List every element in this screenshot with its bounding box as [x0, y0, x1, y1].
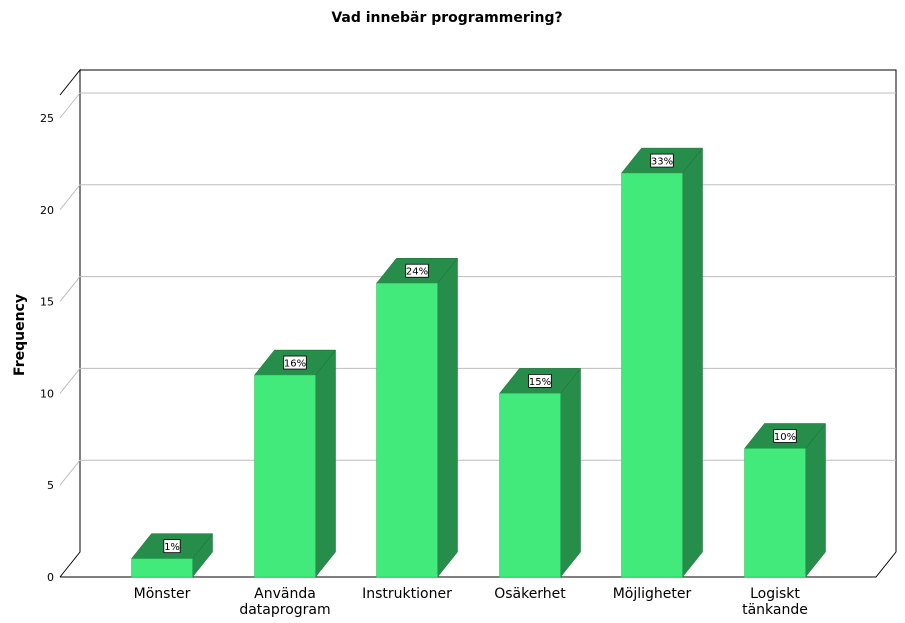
data-label-box — [405, 263, 429, 278]
bar-side — [560, 367, 581, 578]
y-tick-label: 20 — [40, 204, 54, 217]
chart-title: Vad innebär programmering? — [331, 10, 562, 26]
bar-side — [437, 257, 458, 578]
x-tick-label: Instruktioner — [362, 586, 452, 602]
gridline-depth — [59, 368, 81, 394]
bars: 1% 16% 24% 15% 33% 10% — [130, 147, 827, 578]
x-axis-categories: Mönster Använda dataprogram Instruktioner Os… — [134, 586, 808, 618]
gridline-depth — [59, 184, 81, 211]
gridline-depth — [59, 92, 81, 119]
data-label: 33% — [651, 157, 673, 168]
y-tick-label: 0 — [47, 571, 54, 584]
bar: 15% — [498, 367, 582, 578]
data-label: 1% — [164, 542, 180, 553]
plot-frame — [59, 68, 897, 578]
y-tick-label: 15 — [40, 296, 54, 309]
data-label-box — [650, 153, 674, 168]
x-tick-label: Möjligheter — [613, 586, 692, 602]
y-tick-label: 10 — [40, 387, 54, 400]
data-label-box — [163, 539, 181, 554]
x-tick-label: Mönster — [134, 586, 191, 602]
bar-front — [621, 172, 683, 578]
gridline-depth — [59, 459, 81, 486]
bar-side — [682, 147, 703, 578]
bar-front — [376, 282, 438, 578]
bar-front — [254, 374, 316, 578]
bar-front — [744, 448, 806, 578]
back-wall — [80, 69, 897, 552]
bar-side — [805, 422, 826, 578]
bar: 24% — [375, 257, 459, 578]
x-tick-label: Logiskt tänkande — [742, 586, 808, 618]
bar: 10% — [743, 422, 827, 578]
y-tick-label: 5 — [47, 479, 54, 492]
bar: 1% — [130, 532, 214, 578]
bar-front — [499, 393, 561, 578]
bar: 33% — [620, 147, 704, 578]
data-label-box — [528, 373, 552, 388]
left-wall — [59, 68, 81, 578]
bar-front — [131, 558, 193, 578]
data-label-box — [283, 355, 307, 370]
floor — [60, 551, 897, 578]
data-label: 16% — [284, 359, 306, 370]
data-label: 15% — [529, 377, 551, 388]
data-label: 10% — [774, 432, 796, 443]
bar: 16% — [253, 349, 337, 578]
data-label: 24% — [406, 267, 428, 278]
gridline-depth — [59, 276, 81, 302]
y-axis-ticks: 0 5 10 15 20 25 — [40, 112, 54, 584]
y-axis-label: Frequency — [12, 294, 28, 376]
x-tick-label: Osäkerhet — [494, 586, 566, 602]
bar-side — [315, 349, 336, 578]
data-label-box — [773, 429, 797, 443]
x-tick-label: Använda dataprogram — [239, 586, 330, 618]
y-tick-label: 25 — [40, 112, 54, 125]
